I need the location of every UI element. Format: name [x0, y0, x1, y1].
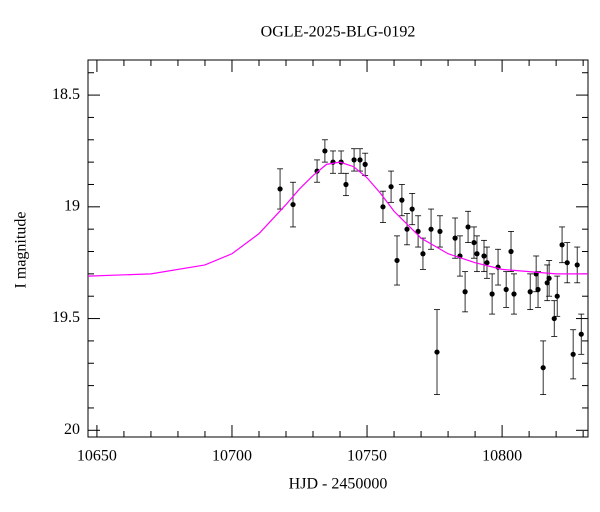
- data-point: [420, 251, 426, 257]
- data-point: [554, 293, 560, 299]
- data-point: [437, 228, 443, 235]
- data-point: [471, 239, 477, 246]
- data-point: [380, 204, 386, 210]
- data-point: [511, 291, 517, 297]
- data-point: [394, 257, 400, 264]
- x-tick-label: 10700: [212, 448, 252, 465]
- data-point: [559, 242, 565, 248]
- y-tick-label: 18.5: [52, 86, 80, 103]
- data-point: [474, 251, 480, 257]
- data-point: [546, 275, 552, 281]
- data-point: [535, 286, 541, 293]
- x-tick-label: 10750: [347, 448, 387, 465]
- data-point: [484, 260, 490, 266]
- data-point: [544, 280, 550, 286]
- y-tick-label: 20: [64, 421, 80, 438]
- data-point: [503, 286, 509, 293]
- data-point: [428, 226, 434, 232]
- data-point: [465, 224, 471, 230]
- data-point: [551, 315, 557, 322]
- data-point: [452, 235, 458, 241]
- x-axis-label: HJD - 2450000: [289, 476, 388, 493]
- x-tick-label: 10650: [77, 448, 117, 465]
- data-point: [434, 349, 440, 355]
- data-point: [399, 197, 405, 203]
- data-point: [489, 291, 495, 297]
- data-point: [409, 206, 415, 212]
- data-point: [574, 262, 580, 268]
- data-point: [578, 331, 584, 337]
- data-point: [290, 201, 296, 208]
- data-point: [564, 260, 570, 266]
- y-axis-label: I magnitude: [13, 212, 30, 289]
- data-point: [527, 289, 533, 295]
- plot-frame: [87, 59, 589, 438]
- y-tick-label: 19: [64, 197, 80, 214]
- data-point: [351, 157, 357, 163]
- data-point: [540, 365, 546, 371]
- x-tick-label: 10800: [482, 448, 522, 465]
- data-point: [481, 253, 487, 259]
- data-point: [415, 228, 421, 235]
- y-tick-label: 19.5: [52, 309, 80, 326]
- data-point: [404, 226, 410, 232]
- data-point: [314, 168, 320, 174]
- data-point: [388, 184, 394, 190]
- data-point: [322, 148, 328, 154]
- data-point: [277, 186, 283, 192]
- model-curve: [87, 161, 588, 277]
- data-point: [508, 248, 514, 255]
- data-point: [462, 289, 468, 295]
- data-point: [362, 161, 368, 167]
- data-point: [570, 351, 576, 357]
- data-point: [357, 157, 363, 163]
- data-point: [343, 181, 349, 188]
- chart-title: OGLE-2025-BLG-0192: [261, 24, 416, 41]
